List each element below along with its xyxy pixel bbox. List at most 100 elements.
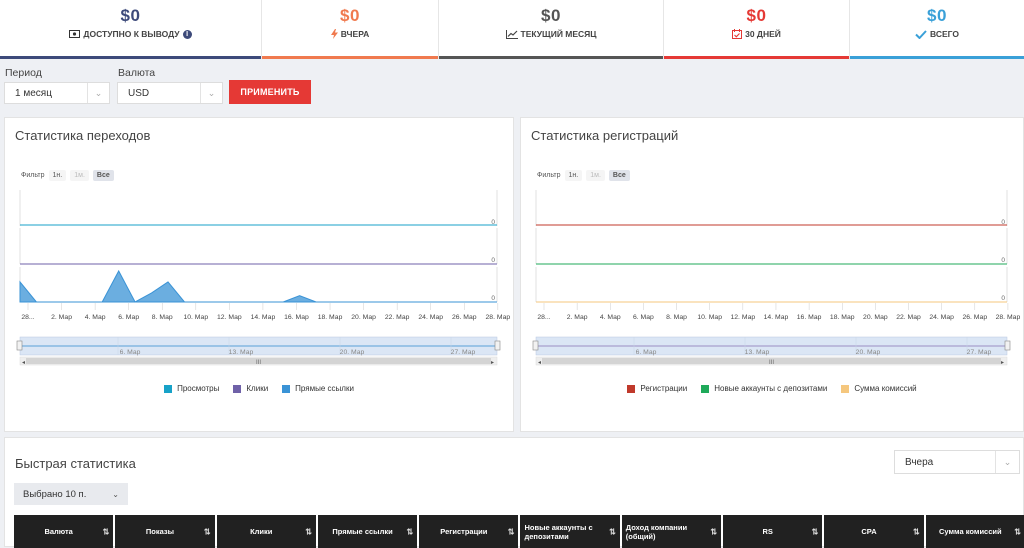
chart-legend: Регистрации Новые аккаунты с депозитами … xyxy=(521,384,1023,393)
kpi-current-month: $0 ТЕКУЩИЙ МЕСЯЦ xyxy=(439,0,664,59)
legend-item-clicks[interactable]: Клики xyxy=(233,384,268,393)
sort-icon: ⇅ xyxy=(406,527,414,536)
quick-period-select[interactable]: Вчера ⌄ xyxy=(894,450,1020,474)
currency-select[interactable]: USD ⌄ xyxy=(117,82,223,104)
registrations-stats-panel: Статистика регистраций Фильтр 1н. 1м. Вс… xyxy=(520,117,1024,432)
filter-all-button[interactable]: Все xyxy=(608,170,630,181)
x-tick-label: 18. Мар xyxy=(318,314,343,321)
kpi-label-text: ВЧЕРА xyxy=(340,29,370,39)
panel-title: Статистика переходов xyxy=(15,128,151,143)
lightning-icon xyxy=(330,29,338,39)
period-label: Период xyxy=(5,67,42,79)
kpi-row: $0 ДОСТУПНО К ВЫВОДУ i $0 ВЧЕРА $0 ТЕКУЩ… xyxy=(0,0,1024,59)
kpi-value: $0 xyxy=(120,6,141,25)
filter-1m-button[interactable]: 1м. xyxy=(70,170,89,181)
x-tick-label: 26. Мар xyxy=(962,314,987,321)
info-icon[interactable]: i xyxy=(182,29,192,39)
legend-swatch xyxy=(841,384,850,393)
clicks-chart: 0 0 0 28... 2. Мар 4. Мар 6. Мар 8. Мар 10. Мар 1… xyxy=(16,190,511,366)
trend-icon xyxy=(505,29,518,39)
kpi-accent-bar xyxy=(439,56,663,59)
y-tick-label: 0 xyxy=(491,257,495,264)
x-tick-label: 8. Мар xyxy=(152,314,173,321)
kpi-label-text: ВСЕГО xyxy=(930,29,959,39)
sort-icon: ⇅ xyxy=(102,527,110,536)
sort-icon: ⇅ xyxy=(1014,527,1021,536)
sort-icon: ⇅ xyxy=(811,527,819,536)
filter-1m-button[interactable]: 1м. xyxy=(586,170,605,181)
column-selector-label: Выбрано 10 п. xyxy=(23,488,87,500)
range-filter: Фильтр 1н. 1м. Все xyxy=(537,170,630,181)
navigator-label: 13. Мар xyxy=(229,349,254,356)
column-header-cpa[interactable]: CPA ⇅ xyxy=(824,515,924,548)
kpi-accent-bar xyxy=(262,56,438,59)
quick-stats-table-header: Валюта ⇅ Показы ⇅ Клики ⇅ Прямые ссылки ⇅ Ре… xyxy=(14,515,1024,548)
filter-1w-button[interactable]: 1н. xyxy=(48,170,67,181)
x-tick-label: 24. Мар xyxy=(418,314,443,321)
column-header-direct-links[interactable]: Прямые ссылки ⇅ xyxy=(317,515,418,548)
navigator-label: 27. Мар xyxy=(451,349,476,356)
x-tick-label: 16. Мар xyxy=(797,314,822,321)
currency-select-value: USD xyxy=(128,87,150,99)
legend-label: Прямые ссылки xyxy=(295,384,354,393)
navigator-label: 20. Мар xyxy=(856,349,881,356)
column-header-registrations[interactable]: Регистрации ⇅ xyxy=(419,515,519,548)
kpi-label: ДОСТУПНО К ВЫВОДУ i xyxy=(69,29,192,39)
scroll-left-icon: ◂ xyxy=(538,360,541,366)
navigator-label: 13. Мар xyxy=(745,349,770,356)
kpi-value: $0 xyxy=(541,6,561,25)
legend-label: Новые аккаунты с депозитами xyxy=(714,384,828,393)
x-tick-label: 28. Мар xyxy=(486,314,511,321)
legend-label: Клики xyxy=(246,384,269,393)
legend-item-direct-links[interactable]: Прямые ссылки xyxy=(282,384,354,393)
navigator-label: 20. Мар xyxy=(340,349,365,356)
column-header-rs[interactable]: RS ⇅ xyxy=(723,515,823,548)
registrations-chart: 0 0 0 28... 2. Мар 4. Мар 6. Мар 8. Мар 10. Мар 1… xyxy=(532,190,1021,366)
navigator-label: 6. Мар xyxy=(120,349,141,356)
period-select[interactable]: 1 месяц ⌄ xyxy=(4,82,110,104)
kpi-label: ВСЕГО xyxy=(915,29,959,39)
column-header-currency[interactable]: Валюта ⇅ xyxy=(14,515,114,548)
navigator-handle-right xyxy=(494,340,501,351)
column-header-commission-sum[interactable]: Сумма комиссий ⇅ xyxy=(925,515,1024,548)
column-header-clicks[interactable]: Клики ⇅ xyxy=(216,515,316,548)
range-filter: Фильтр 1н. 1м. Все xyxy=(21,170,114,181)
legend-label: Регистрации xyxy=(640,384,688,393)
kpi-label: ТЕКУЩИЙ МЕСЯЦ xyxy=(505,29,597,39)
kpi-label-text: 30 ДНЕЙ xyxy=(745,29,781,39)
legend-item-registrations[interactable]: Регистрации xyxy=(627,384,687,393)
series-area-2 xyxy=(19,269,497,303)
x-tick-label: 20. Мар xyxy=(863,314,888,321)
x-tick-label: 12. Мар xyxy=(731,314,756,321)
x-tick-label: 14. Мар xyxy=(251,314,276,321)
legend-item-views[interactable]: Просмотры xyxy=(164,384,219,393)
filter-1w-button[interactable]: 1н. xyxy=(564,170,583,181)
legend-item-commission-sum[interactable]: Сумма комиссий xyxy=(841,384,917,393)
x-tick-label: 10. Мар xyxy=(697,314,722,321)
scroll-left-icon: ◂ xyxy=(22,360,25,366)
sort-icon: ⇅ xyxy=(912,527,920,536)
filter-all-button[interactable]: Все xyxy=(92,170,114,181)
kpi-label-text: ТЕКУЩИЙ МЕСЯЦ xyxy=(520,29,597,39)
kpi-yesterday: $0 ВЧЕРА xyxy=(262,0,439,59)
navigator-scrollbar-thumb xyxy=(26,358,491,364)
kpi-accent-bar xyxy=(0,56,261,59)
x-tick-label: 28... xyxy=(537,314,550,321)
x-tick-label: 6. Мар xyxy=(633,314,654,321)
chart-legend: Просмотры Клики Прямые ссылки xyxy=(5,384,513,393)
x-tick-label: 28. Мар xyxy=(996,314,1021,321)
column-header-impressions[interactable]: Показы ⇅ xyxy=(115,515,215,548)
column-header-company-revenue[interactable]: Доход компании (общий) ⇅ xyxy=(621,515,722,548)
kpi-label-text: ДОСТУПНО К ВЫВОДУ xyxy=(83,29,180,39)
x-tick-label: 4. Мар xyxy=(85,314,106,321)
scroll-grip-icon: III xyxy=(256,360,261,366)
filter-label: Фильтр xyxy=(537,172,561,179)
legend-label: Сумма комиссий xyxy=(854,384,917,393)
column-header-new-deposit-accounts[interactable]: Новые аккаунты с депозитами ⇅ xyxy=(520,515,620,548)
kpi-accent-bar xyxy=(850,56,1024,59)
column-selector-button[interactable]: Выбрано 10 п. ⌄ xyxy=(14,483,128,505)
legend-item-new-deposit-accounts[interactable]: Новые аккаунты с депозитами xyxy=(701,384,827,393)
filter-controls: Период 1 месяц ⌄ Валюта USD ⌄ ПРИМЕНИТЬ xyxy=(0,64,1024,108)
apply-button[interactable]: ПРИМЕНИТЬ xyxy=(229,80,311,104)
quick-stats-title: Быстрая статистика xyxy=(15,456,136,471)
